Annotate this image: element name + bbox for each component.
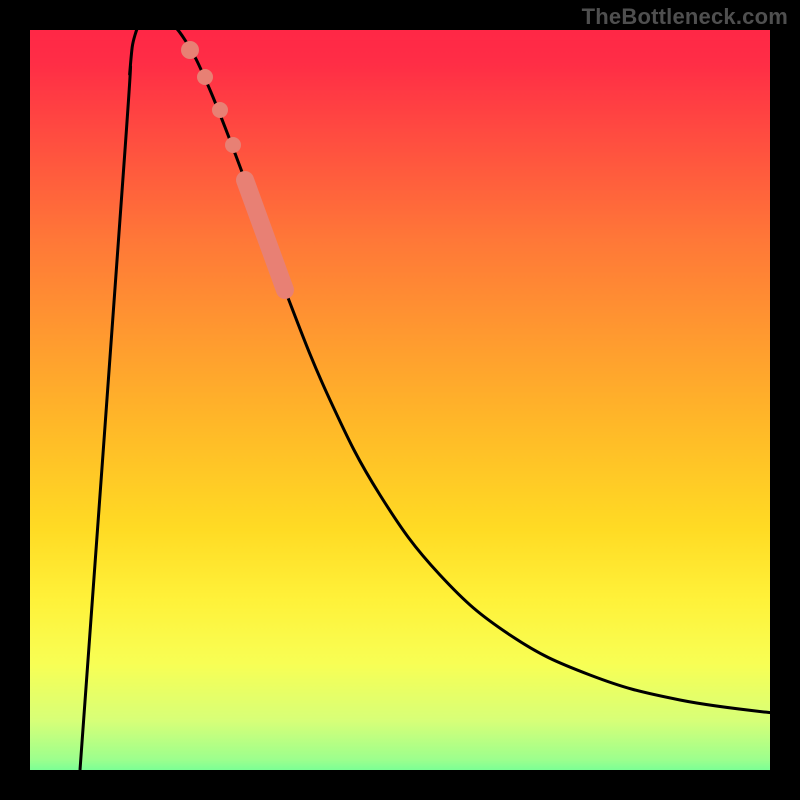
highlight-dot (181, 41, 199, 59)
highlight-dot (225, 137, 241, 153)
bottleneck-curve (80, 17, 790, 770)
chart-svg (0, 0, 800, 800)
chart-border (15, 15, 785, 785)
highlight-segment (245, 180, 285, 290)
highlight-dot (197, 69, 213, 85)
highlight-dot (212, 102, 228, 118)
